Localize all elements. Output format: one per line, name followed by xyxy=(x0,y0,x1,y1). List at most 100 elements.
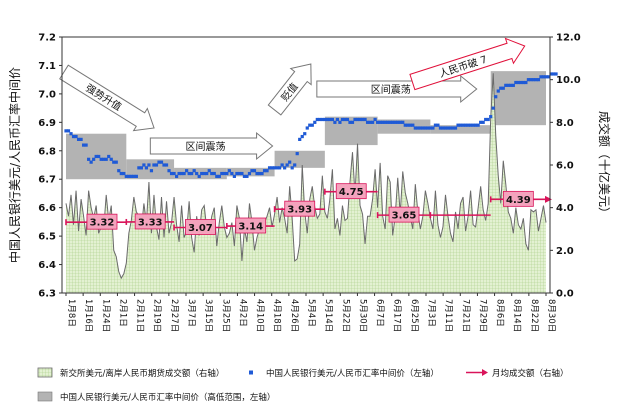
fixing-point xyxy=(536,78,541,82)
x-axis-tick-label: 2月11日 xyxy=(135,299,145,332)
fixing-point xyxy=(436,123,440,127)
left-axis-tick-label: 6.4 xyxy=(38,260,56,271)
fixing-point xyxy=(147,163,151,167)
x-axis-tick-label: 5月14日 xyxy=(323,299,333,332)
fixing-point xyxy=(423,126,427,130)
monthly-average-label-box xyxy=(235,217,267,234)
fixing-point xyxy=(185,169,189,173)
monthly-average-label-text: 3.33 xyxy=(138,217,163,228)
left-axis-tick-label: 7.1 xyxy=(38,61,56,72)
range-band xyxy=(430,125,491,134)
fixing-point xyxy=(484,117,488,122)
fixing-point xyxy=(217,174,221,178)
monthly-average-label: 3.14 xyxy=(235,217,267,234)
fixing-point xyxy=(463,123,468,127)
fixing-point xyxy=(413,126,417,130)
right-axis-tick-label: 4.0 xyxy=(556,203,574,214)
fixing-point xyxy=(255,171,259,176)
fixing-point xyxy=(71,134,76,139)
fixing-point xyxy=(177,171,181,176)
monthly-average-label-box xyxy=(388,206,420,223)
fixing-point xyxy=(325,117,329,122)
fixing-point xyxy=(167,169,171,173)
volume-area xyxy=(66,73,546,294)
legend-label: 月均成交额（右轴） xyxy=(492,368,569,379)
x-axis-tick-label: 4月2日 xyxy=(237,299,247,327)
fixing-point xyxy=(418,126,422,130)
fixing-point xyxy=(376,120,380,124)
fixing-point xyxy=(381,120,385,124)
fixing-point xyxy=(320,117,324,122)
fixing-point xyxy=(66,129,71,133)
fixing-point xyxy=(76,137,81,141)
fixing-point xyxy=(524,80,528,85)
fixing-point xyxy=(227,169,231,173)
fixing-point xyxy=(180,171,184,176)
monthly-average-label: 3.32 xyxy=(86,213,118,230)
fixing-point xyxy=(182,171,186,176)
fixing-point xyxy=(114,160,118,164)
fixing-point xyxy=(539,75,543,79)
fixing-point xyxy=(330,117,334,122)
fixing-point xyxy=(64,129,68,133)
fixing-point xyxy=(107,154,111,159)
legend-swatch-volume xyxy=(37,367,53,378)
trend-arrow-shape xyxy=(149,131,274,161)
fixing-point xyxy=(272,166,277,170)
trend-arrow-label: 人民币破 7 xyxy=(437,53,488,81)
fixing-point xyxy=(474,123,478,127)
fixing-point xyxy=(127,174,131,178)
fixing-point xyxy=(192,169,196,173)
fixing-point xyxy=(529,78,533,82)
monthly-average-label: 3.33 xyxy=(134,213,166,230)
fixing-point xyxy=(313,120,317,124)
fixing-point xyxy=(383,120,387,124)
fixing-point xyxy=(551,72,556,76)
fixing-point xyxy=(368,120,372,124)
trend-arrow: 区间震荡 xyxy=(149,131,274,161)
x-axis-tick-label: 3月7日 xyxy=(186,299,196,327)
fixing-point xyxy=(265,169,269,173)
fixing-point xyxy=(406,123,410,127)
monthly-average-label: 4.75 xyxy=(335,183,367,200)
fixing-point xyxy=(174,174,179,178)
fixing-point xyxy=(378,120,382,124)
fixing-point xyxy=(461,123,465,127)
fixing-point xyxy=(220,171,224,176)
fixing-point xyxy=(544,75,548,79)
x-axis-tick-label: 4月10日 xyxy=(255,299,265,332)
fixing-point xyxy=(92,157,96,161)
fixing-point xyxy=(345,117,350,122)
fixing-point xyxy=(426,126,430,130)
fixing-point xyxy=(247,171,252,176)
fixing-point xyxy=(338,120,342,124)
fixing-point xyxy=(129,174,133,178)
fixing-point xyxy=(142,163,146,167)
fixing-point xyxy=(546,75,551,79)
fixing-point xyxy=(416,126,420,130)
fixing-point xyxy=(303,132,307,136)
fixing-point xyxy=(240,171,244,176)
right-axis-tick-label: 0.0 xyxy=(556,289,574,300)
fixing-point xyxy=(358,117,362,122)
trend-arrow: 区间震荡 xyxy=(316,74,478,104)
x-axis-tick-label: 7月3日 xyxy=(426,299,436,327)
fixing-point xyxy=(117,169,121,173)
fixing-point xyxy=(441,126,445,130)
fixing-point xyxy=(164,163,169,167)
left-axis-tick-label: 6.9 xyxy=(38,118,56,129)
fixing-point xyxy=(541,75,546,79)
fixing-point xyxy=(285,163,289,167)
fixing-point xyxy=(388,120,392,124)
fixing-point xyxy=(446,126,450,130)
monthly-average-label-text: 4.39 xyxy=(506,195,531,206)
fixing-point xyxy=(391,120,395,124)
fixing-point xyxy=(519,80,523,85)
x-axis-tick-label: 8月6日 xyxy=(495,299,505,327)
x-axis-tick-label: 1月8日 xyxy=(66,299,76,327)
fixing-point xyxy=(323,117,327,122)
left-axis-tick-label: 6.3 xyxy=(38,289,56,300)
fixing-point xyxy=(489,115,493,119)
fixing-point xyxy=(486,117,490,122)
